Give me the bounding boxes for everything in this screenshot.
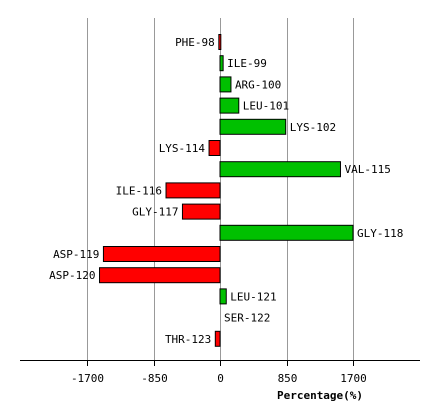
bar-leu-101 xyxy=(219,97,240,114)
bar-lys-102 xyxy=(219,118,287,135)
bar-gly-117 xyxy=(181,203,221,220)
bar-ile-116 xyxy=(165,182,221,199)
tick-label: 0 xyxy=(217,372,224,385)
bar-label-asp-120: ASP-120 xyxy=(49,269,95,282)
bar-label-leu-101: LEU-101 xyxy=(243,100,289,113)
bar-label-lys-102: LYS-102 xyxy=(290,121,336,134)
bar-label-ser-122: SER-122 xyxy=(224,312,270,325)
tick-label: -850 xyxy=(141,372,168,385)
bar-label-phe-98: PHE-98 xyxy=(175,36,215,49)
x-axis-ticks: -1700 -850 0 850 1700 xyxy=(71,360,367,385)
bars xyxy=(99,34,354,347)
bar-leu-121 xyxy=(219,288,227,305)
bar-lys-114 xyxy=(208,140,221,156)
bar-label-lys-114: LYS-114 xyxy=(159,142,206,155)
bar-label-val-115: VAL-115 xyxy=(344,163,390,176)
bar-thr-123 xyxy=(214,330,221,347)
bar-asp-119 xyxy=(102,246,221,262)
bar-asp-120 xyxy=(99,267,221,284)
bar-label-ile-116: ILE-116 xyxy=(116,184,162,197)
tick-label: 850 xyxy=(278,372,298,385)
tick-label: 1700 xyxy=(340,372,367,385)
bar-phe-98 xyxy=(218,34,222,50)
bar-label-arg-100: ARG-100 xyxy=(235,78,281,91)
bar-val-115 xyxy=(219,161,341,178)
x-axis-title: Percentage(%) xyxy=(277,389,363,402)
bar-label-gly-118: GLY-118 xyxy=(357,227,403,240)
bar-label-asp-119: ASP-119 xyxy=(53,248,99,261)
bar-label-thr-123: THR-123 xyxy=(165,333,211,346)
tick-label: -1700 xyxy=(71,372,104,385)
bar-ile-99 xyxy=(219,55,224,72)
bar-arg-100 xyxy=(219,76,232,93)
bar-label-ile-99: ILE-99 xyxy=(227,57,267,70)
bar-label-leu-121: LEU-121 xyxy=(230,290,276,303)
bar-gly-118 xyxy=(219,224,354,241)
bar-label-gly-117: GLY-117 xyxy=(132,206,178,219)
